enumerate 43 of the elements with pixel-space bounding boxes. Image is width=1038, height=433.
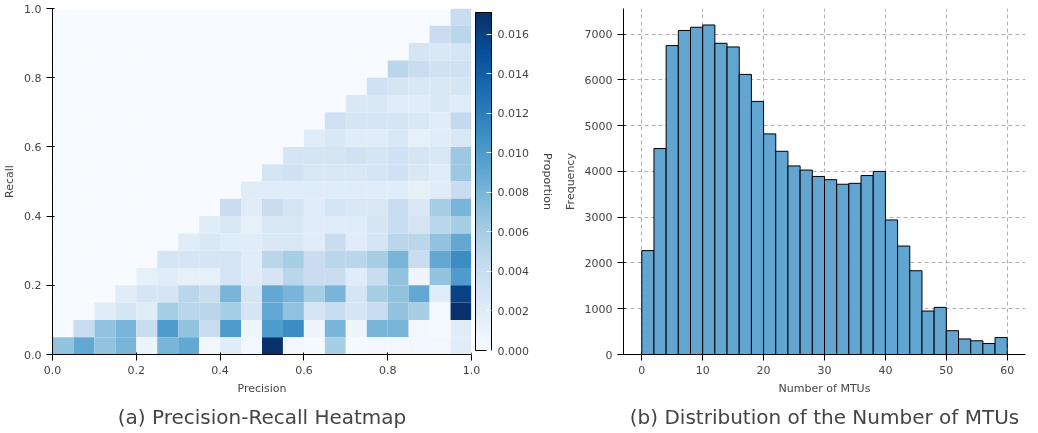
x-tick-label: 0.6 xyxy=(295,363,313,377)
color-bar-label: 0.000 xyxy=(497,344,529,358)
y-tick-label: 0.8 xyxy=(24,71,42,85)
color-bar-label: 0.004 xyxy=(497,265,529,279)
color-bar-label: 0.006 xyxy=(497,225,529,239)
x-tick-label: 0.2 xyxy=(127,363,146,377)
color-bar-label: 0.010 xyxy=(497,146,529,160)
x-tick-label: 1.0 xyxy=(462,363,481,377)
y-tick-label: 7000 xyxy=(584,28,613,42)
y-tick-label: 1000 xyxy=(584,302,613,316)
y-axis-title: Recall xyxy=(3,165,17,198)
y-tick-label: 3000 xyxy=(584,211,613,225)
color-bar-label: 0.008 xyxy=(497,186,529,200)
color-bar-label: 0.014 xyxy=(497,67,529,81)
x-tick-label: 50 xyxy=(939,363,954,377)
x-tick-label: 0.4 xyxy=(211,363,229,377)
y-tick-label: 0.0 xyxy=(24,348,42,362)
y-axis-title: Frequency xyxy=(563,152,577,210)
x-tick-label: 30 xyxy=(817,363,832,377)
y-tick-label: 0.4 xyxy=(24,210,42,224)
y-tick-label: 0.2 xyxy=(24,279,42,293)
y-tick-label: 5000 xyxy=(584,119,613,133)
x-tick-label: 20 xyxy=(756,363,771,377)
x-axis-title: Precision xyxy=(237,381,287,395)
y-tick-label: 6000 xyxy=(584,73,613,87)
x-tick-label: 60 xyxy=(1000,363,1015,377)
color-bar-title: Proportion xyxy=(540,153,554,210)
color-bar-label: 0.002 xyxy=(497,304,529,318)
y-tick-label: 0 xyxy=(605,348,613,362)
x-tick-label: 10 xyxy=(695,363,710,377)
x-tick-label: 0 xyxy=(638,363,646,377)
text: (b) Distribution of the Number of MTUs xyxy=(629,404,1020,429)
x-tick-label: 0.8 xyxy=(378,363,397,377)
y-tick-label: 2000 xyxy=(584,256,613,270)
color-bar-label: 0.012 xyxy=(497,107,529,121)
text: (a) Precision-Recall Heatmap xyxy=(117,404,407,429)
y-tick-label: 4000 xyxy=(584,165,613,179)
y-tick-label: 1.0 xyxy=(24,2,42,16)
y-tick-label: 0.6 xyxy=(24,140,42,154)
x-tick-label: 40 xyxy=(878,363,893,377)
x-axis-title: Number of MTUs xyxy=(778,381,871,395)
color-bar-label: 0.016 xyxy=(497,28,529,42)
x-tick-label: 0.0 xyxy=(43,363,62,377)
